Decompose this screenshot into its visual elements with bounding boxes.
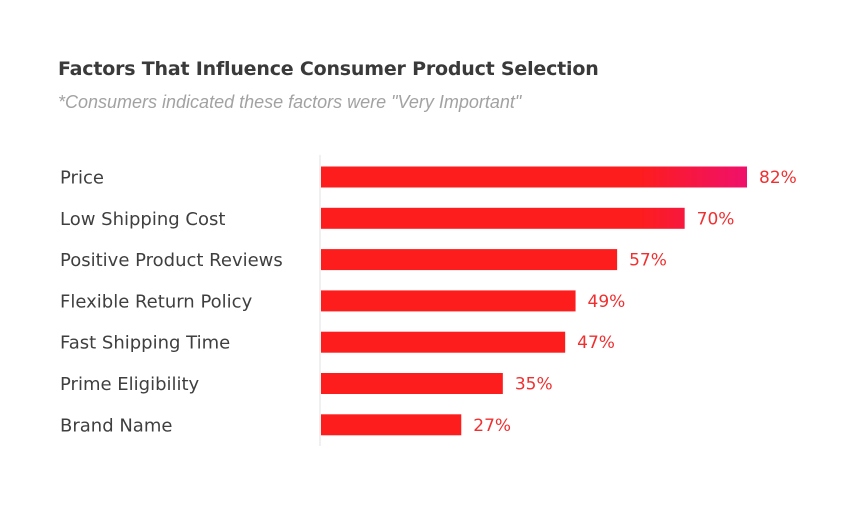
- category-label: Positive Product Reviews: [60, 250, 283, 271]
- category-label: Fast Shipping Time: [60, 333, 230, 354]
- category-label: Brand Name: [60, 415, 172, 436]
- chart-title: Factors That Influence Consumer Product …: [58, 58, 599, 80]
- category-label: Prime Eligibility: [60, 374, 200, 395]
- bar: [321, 290, 576, 312]
- value-label: 49%: [588, 292, 626, 312]
- value-label: 27%: [473, 416, 511, 436]
- value-label: 57%: [629, 251, 667, 271]
- value-label: 47%: [577, 333, 615, 353]
- category-label: Price: [60, 168, 104, 189]
- bar: [321, 331, 566, 353]
- value-label: 35%: [515, 375, 553, 395]
- bar: [321, 249, 618, 271]
- bar: [321, 166, 747, 188]
- value-label: 82%: [759, 168, 797, 188]
- category-label: Low Shipping Cost: [60, 209, 225, 230]
- bar: [321, 207, 685, 229]
- value-label: 70%: [697, 209, 735, 229]
- bar-rows: Price 82% Low Shipping Cost 70% Positive Pro…: [60, 166, 797, 436]
- chart-subtitle: *Consumers indicated these factors were …: [58, 92, 522, 112]
- category-label: Flexible Return Policy: [60, 291, 253, 312]
- bar: [321, 414, 462, 436]
- bar: [321, 373, 503, 394]
